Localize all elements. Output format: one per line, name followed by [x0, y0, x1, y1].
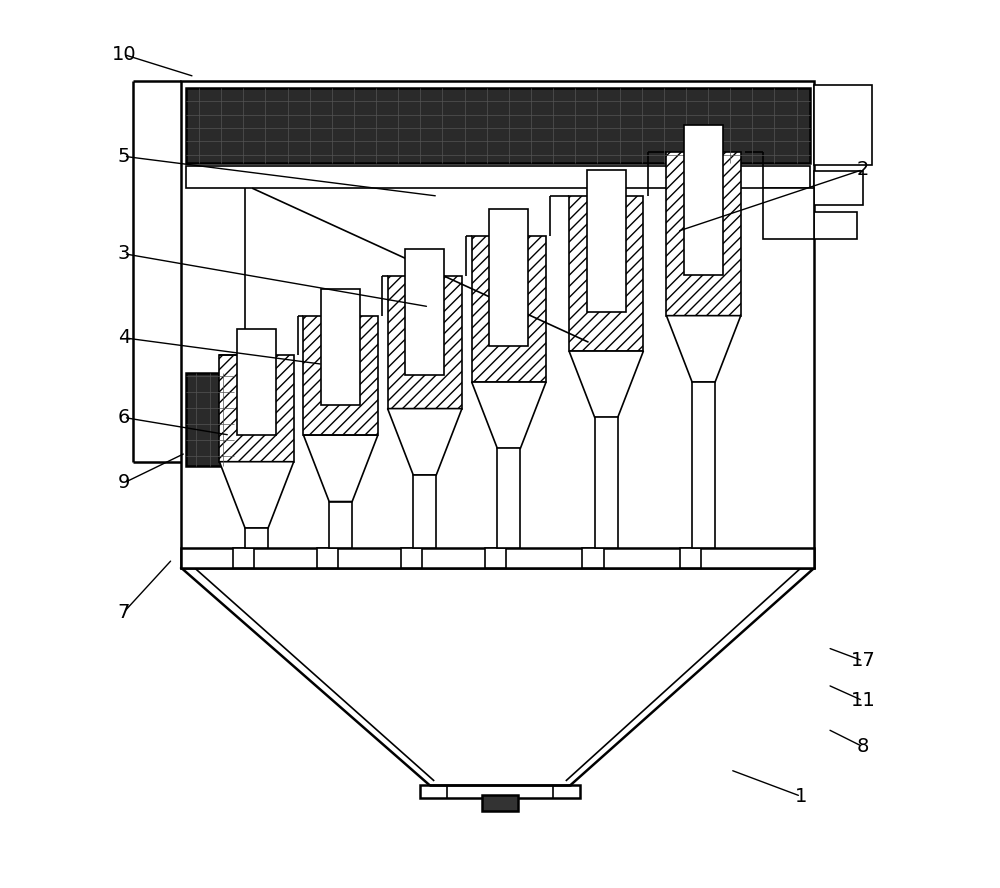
- Text: 7: 7: [118, 603, 130, 622]
- Bar: [413, 475, 436, 549]
- Bar: [233, 549, 254, 568]
- Text: 11: 11: [851, 691, 875, 710]
- Bar: [680, 549, 701, 568]
- Bar: [814, 85, 872, 165]
- Bar: [666, 152, 741, 315]
- Bar: [472, 236, 546, 382]
- Bar: [181, 549, 814, 568]
- Bar: [186, 166, 810, 188]
- Polygon shape: [569, 351, 643, 417]
- Bar: [219, 355, 294, 462]
- Text: 6: 6: [118, 408, 130, 427]
- Bar: [814, 171, 863, 205]
- Bar: [587, 170, 626, 313]
- Text: 2: 2: [857, 160, 869, 179]
- Bar: [186, 373, 234, 466]
- Bar: [245, 528, 268, 549]
- Bar: [401, 549, 422, 568]
- Text: 1: 1: [795, 787, 807, 805]
- Bar: [420, 785, 580, 798]
- Bar: [388, 276, 462, 408]
- Bar: [237, 329, 276, 435]
- Bar: [489, 210, 528, 345]
- Bar: [485, 549, 506, 568]
- Polygon shape: [472, 382, 546, 448]
- Bar: [582, 549, 604, 568]
- Text: 17: 17: [851, 652, 875, 670]
- Text: 5: 5: [118, 147, 130, 166]
- Bar: [303, 315, 378, 435]
- Bar: [569, 196, 643, 351]
- Bar: [814, 212, 857, 239]
- Bar: [321, 289, 360, 405]
- Text: 8: 8: [857, 737, 869, 757]
- Text: 3: 3: [118, 244, 130, 263]
- Bar: [181, 81, 814, 568]
- Bar: [497, 448, 520, 549]
- Polygon shape: [388, 408, 462, 475]
- Polygon shape: [303, 435, 378, 502]
- Bar: [405, 250, 444, 376]
- Bar: [595, 417, 618, 549]
- Bar: [684, 125, 723, 274]
- Polygon shape: [219, 462, 294, 528]
- Polygon shape: [666, 315, 741, 382]
- Text: 9: 9: [118, 473, 130, 493]
- Bar: [317, 549, 338, 568]
- Text: 4: 4: [118, 329, 130, 347]
- Bar: [329, 502, 352, 549]
- Bar: [763, 188, 814, 239]
- Text: 10: 10: [111, 45, 136, 64]
- Bar: [186, 88, 810, 163]
- Bar: [692, 382, 715, 549]
- Bar: [482, 796, 518, 812]
